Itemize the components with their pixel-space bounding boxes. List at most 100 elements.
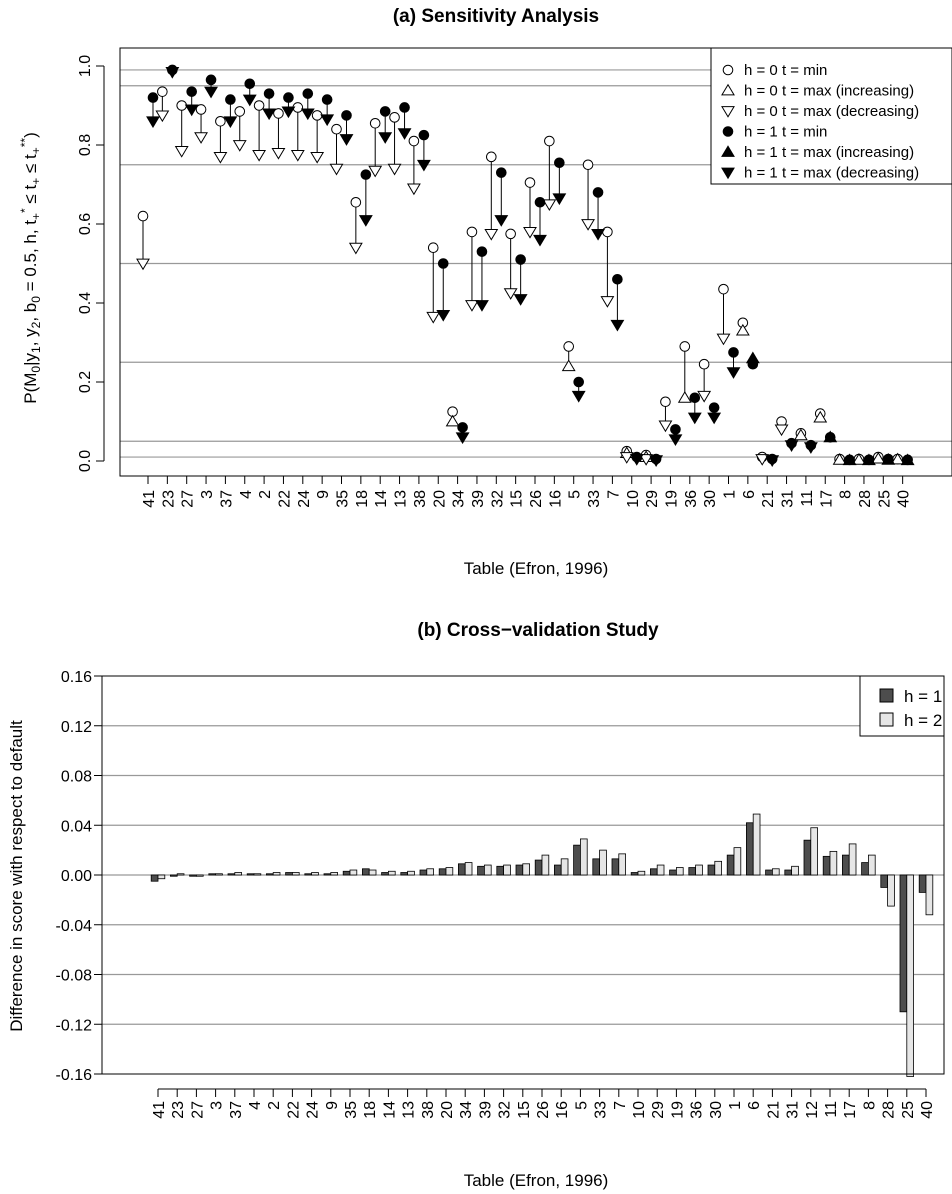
data-point [348, 242, 363, 255]
bar [534, 859, 543, 876]
data-point [900, 453, 915, 466]
data-point [174, 146, 189, 158]
bar [503, 864, 511, 876]
y-tick-label: -0.04 [56, 918, 93, 935]
x-tick-label: 22 [285, 1101, 302, 1119]
panel-a-legend: h = 0 t = min h = 0 t = max (increasing) h… [710, 47, 952, 185]
x-tick-label: 8 [861, 1101, 878, 1110]
legend-swatch [879, 712, 894, 727]
data-point [157, 86, 168, 97]
data-point [137, 210, 149, 222]
data-point [496, 167, 507, 178]
x-tick-label: 13 [401, 1101, 418, 1119]
data-point [803, 442, 818, 454]
data-point [561, 359, 576, 372]
data-point [544, 135, 555, 147]
bar [234, 872, 243, 876]
data-point [465, 300, 479, 312]
x-tick-label: 37 [228, 1101, 245, 1119]
x-tick-label: 40 [896, 490, 913, 508]
data-point [619, 452, 634, 464]
data-point [708, 402, 720, 413]
data-point [610, 319, 625, 332]
data-point [707, 412, 722, 425]
data-point [563, 341, 575, 352]
x-tick-label: 21 [765, 1101, 782, 1119]
bar [445, 867, 454, 876]
data-point [406, 183, 421, 196]
data-point [832, 453, 847, 465]
data-point [813, 410, 828, 423]
panel-a-y-axis-label: P(M0|y1, y2, b0 = 0.5, h, t+* ≤ t+ ≤ t+*… [18, 132, 43, 404]
bar [669, 869, 677, 876]
bar [457, 863, 466, 876]
bar [733, 847, 742, 876]
bar [650, 868, 658, 876]
data-point [600, 296, 615, 308]
bar [215, 873, 223, 876]
data-point [475, 300, 489, 312]
bar [285, 872, 293, 876]
panel-b-y-axis-label: Difference in score with respect to defa… [7, 720, 26, 1032]
data-point [213, 151, 228, 164]
x-tick-label: 34 [451, 490, 468, 508]
data-point [242, 94, 257, 107]
data-point [136, 258, 150, 271]
x-tick-label: 39 [470, 490, 487, 508]
legend-marker [721, 106, 735, 118]
data-point [341, 110, 352, 121]
panel-a-x-axis: 41 23 27 3 37 4 2 22 24 9 35 18 14 13 38 20 34 39 32 15 26 16… [141, 475, 913, 508]
data-point [486, 151, 497, 163]
data-point [379, 106, 391, 117]
data-point [358, 215, 373, 227]
data-point [476, 246, 488, 257]
bar [925, 874, 934, 916]
data-point [399, 102, 410, 113]
x-tick-label: 41 [151, 1101, 168, 1119]
legend-marker [721, 145, 735, 157]
y-tick-label: 0.8 [77, 134, 94, 156]
legend-box [859, 675, 945, 737]
x-tick-label: 2 [257, 490, 274, 499]
data-point [321, 94, 333, 105]
data-point [515, 254, 526, 265]
x-tick-label: 1 [722, 490, 739, 499]
panel-a-markers [136, 64, 915, 467]
bar [464, 862, 473, 876]
data-point [445, 414, 460, 427]
x-tick-label: 38 [412, 490, 429, 508]
data-point [320, 114, 335, 127]
data-point [523, 227, 537, 239]
data-point [581, 219, 595, 231]
x-tick-label: 30 [708, 1101, 725, 1119]
bar [726, 854, 735, 876]
bar [438, 868, 447, 876]
bar [772, 868, 780, 876]
bar [592, 858, 600, 876]
panel-b-x-axis-label: Table (Efron, 1996) [464, 1171, 609, 1190]
data-point [155, 110, 170, 123]
data-point [784, 440, 799, 452]
y-tick-label: 0.12 [61, 719, 92, 736]
bar [791, 865, 799, 876]
data-point [718, 283, 729, 295]
legend-marker [721, 83, 735, 96]
data-point [252, 149, 267, 162]
bar [688, 867, 696, 876]
bar [400, 872, 408, 876]
bar [419, 869, 428, 876]
x-tick-label: 17 [842, 1101, 859, 1119]
data-point [397, 128, 412, 140]
data-point [408, 135, 420, 147]
bar [822, 855, 831, 876]
x-tick-label: 27 [180, 490, 197, 508]
bar [361, 868, 370, 876]
data-point [283, 92, 294, 103]
bar [848, 843, 857, 876]
bar [195, 874, 204, 877]
data-point [195, 104, 207, 115]
panel-b-x-axis: 41 23 27 3 37 4 2 22 24 9 35 18 14 13 38 20 34 39 32 15 26 16… [151, 1088, 936, 1119]
x-tick-label: 20 [431, 490, 448, 508]
x-tick-label: 32 [489, 490, 506, 508]
bar [810, 827, 818, 876]
